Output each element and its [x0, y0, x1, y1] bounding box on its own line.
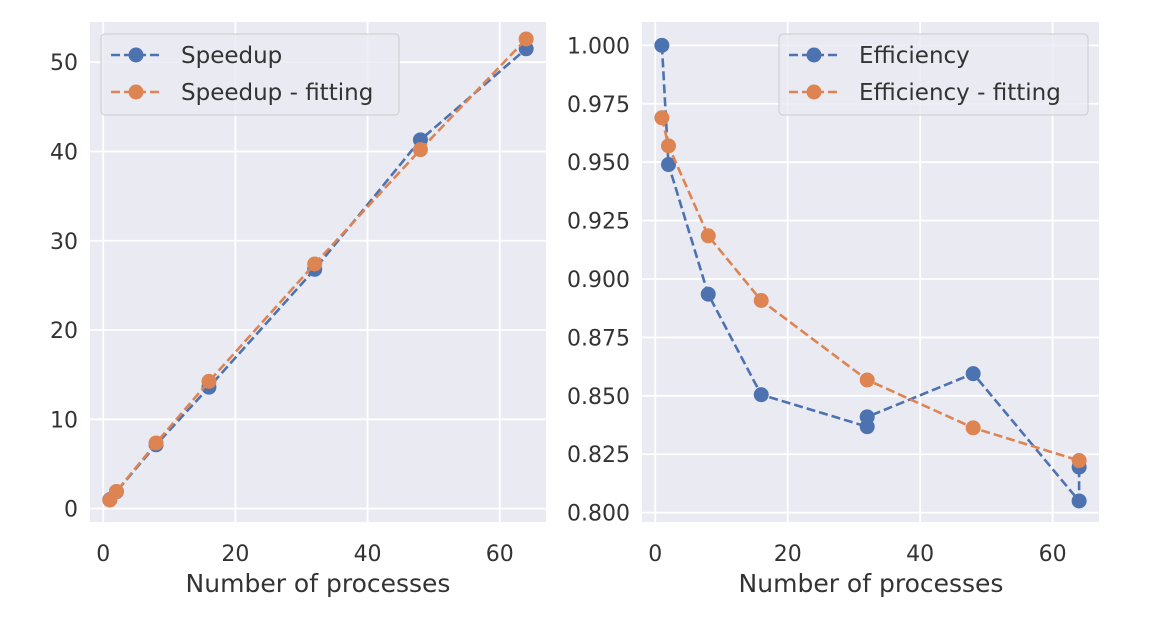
efficiency-legend: Efficiency Efficiency - fitting: [778, 33, 1089, 116]
efficiency-point-efficiency-fitting: [753, 293, 769, 309]
speedup-x-tick-label: 0: [96, 542, 110, 567]
speedup-point-speedup-fitting: [148, 435, 164, 451]
efficiency-point-efficiency: [700, 286, 716, 302]
legend-label-efficiency: Efficiency: [859, 43, 970, 69]
efficiency-y-tick-label: 0.900: [567, 268, 630, 293]
efficiency-y-tick-label: 1.000: [567, 34, 630, 59]
efficiency-point-efficiency: [660, 157, 676, 173]
speedup-x-tick-label: 20: [221, 542, 249, 567]
efficiency-point-efficiency: [1071, 493, 1087, 509]
speedup-y-tick-label: 20: [50, 319, 78, 344]
efficiency-y-tick-label: 0.825: [567, 443, 630, 468]
efficiency-x-axis-label: Number of processes: [739, 569, 1004, 598]
speedup-point-speedup-fitting: [412, 142, 428, 158]
efficiency-x-tick-label: 60: [1039, 542, 1067, 567]
efficiency-point-efficiency-fitting: [660, 138, 676, 154]
speedup-y-tick-label: 30: [50, 230, 78, 255]
efficiency-point-efficiency: [859, 409, 875, 425]
efficiency-y-tick-label: 0.800: [567, 502, 630, 527]
efficiency-point-efficiency-fitting: [1071, 453, 1087, 469]
legend-label-speedup: Speedup: [181, 43, 282, 69]
efficiency-y-tick-label: 0.850: [567, 385, 630, 410]
speedup-y-tick-label: 40: [50, 140, 78, 165]
speedup-point-speedup-fitting: [108, 483, 124, 499]
speedup-x-tick-label: 40: [354, 542, 382, 567]
legend-marker-speedup: [128, 47, 144, 63]
efficiency-x-tick-label: 20: [774, 542, 802, 567]
speedup-y-tick-label: 50: [50, 51, 78, 76]
efficiency-y-tick-label: 0.950: [567, 151, 630, 176]
efficiency-chart: 0 20 40 60 0.800 0.825 0.850 0.875 0.900 0.925 0.9…: [567, 22, 1099, 598]
speedup-chart: 0 20 40 60 0 10 20 30 40 50 Number of processes S…: [50, 22, 546, 598]
efficiency-series-line-efficiency: [660, 45, 1081, 503]
speedup-y-tick-label: 10: [50, 408, 78, 433]
efficiency-x-tick-label: 0: [648, 542, 662, 567]
speedup-point-speedup-fitting: [307, 256, 323, 272]
speedup-x-tick-label: 60: [486, 542, 514, 567]
speedup-y-tick-label: 0: [64, 498, 78, 523]
speedup-point-speedup-fitting: [518, 31, 534, 47]
efficiency-point-efficiency: [965, 366, 981, 382]
legend-label-speedup-fitting: Speedup - fitting: [181, 80, 373, 106]
efficiency-point-efficiency: [654, 37, 670, 53]
speedup-point-speedup-fitting: [201, 373, 217, 389]
efficiency-point-efficiency-fitting: [965, 420, 981, 436]
efficiency-point-efficiency-fitting: [859, 372, 875, 388]
legend-marker-efficiency: [806, 47, 822, 63]
efficiency-y-tick-label: 0.925: [567, 210, 630, 235]
legend-label-efficiency-fitting: Efficiency - fitting: [859, 80, 1061, 106]
legend-marker-speedup-fitting: [128, 84, 144, 100]
efficiency-y-tick-label: 0.875: [567, 326, 630, 351]
legend-marker-efficiency-fitting: [806, 84, 822, 100]
efficiency-point-efficiency-fitting: [654, 110, 670, 126]
speedup-legend: Speedup Speedup - fitting: [100, 33, 400, 116]
efficiency-point-efficiency-fitting: [700, 228, 716, 244]
speedup-x-axis-label: Number of processes: [186, 569, 451, 598]
efficiency-legend-box: [778, 33, 1089, 116]
efficiency-point-efficiency: [753, 387, 769, 403]
speedup-legend-box: [100, 33, 400, 116]
efficiency-y-tick-label: 0.975: [567, 93, 630, 118]
efficiency-x-tick-label: 40: [906, 542, 934, 567]
